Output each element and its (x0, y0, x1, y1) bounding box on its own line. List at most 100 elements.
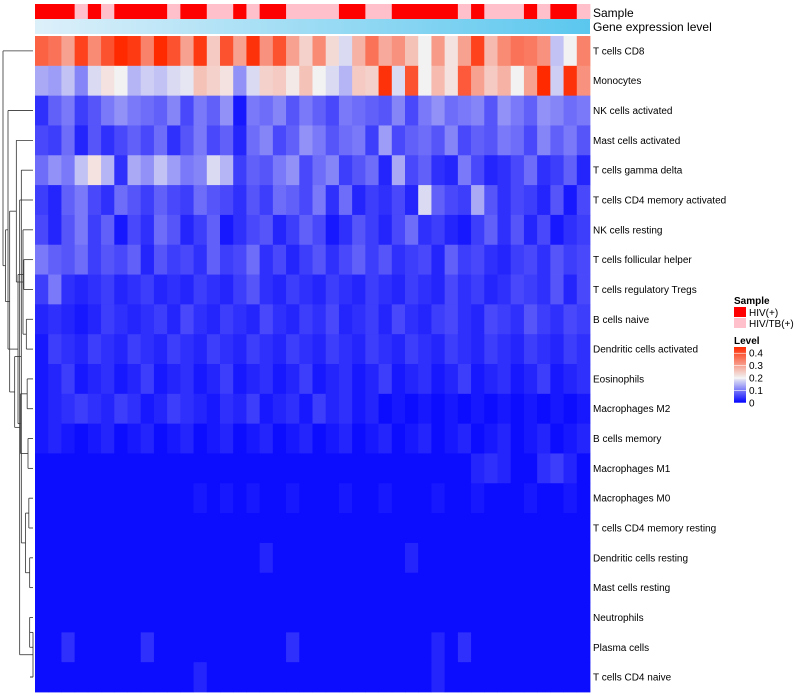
heatmap-cell (48, 334, 62, 365)
heatmap-cell (471, 185, 485, 216)
heatmap-cell (259, 244, 274, 275)
heatmap-cell (378, 364, 393, 395)
heatmap-cell (167, 423, 181, 454)
heatmap-cell (114, 423, 128, 454)
heatmap-cell (180, 304, 194, 335)
heatmap-cell (391, 513, 406, 544)
heatmap-cell (325, 483, 340, 514)
heatmap-cell (444, 662, 459, 693)
heatmap-cell (484, 185, 498, 216)
heatmap-cell (153, 334, 168, 365)
heatmap-cell (444, 244, 459, 275)
heatmap-cell (299, 125, 313, 156)
heatmap-cell (180, 602, 194, 633)
heatmap-cell (365, 423, 379, 454)
heatmap-cell (114, 65, 128, 97)
heatmap-cell (523, 274, 538, 305)
heatmap-cell (272, 125, 287, 156)
legend-label-hiv-tb: HIV/TB(+) (749, 319, 794, 330)
heatmap-cell (444, 602, 459, 633)
heatmap-cell (180, 125, 194, 156)
heatmap-cell (101, 662, 115, 693)
heatmap-cell (193, 513, 208, 544)
heatmap-cell (272, 542, 287, 574)
heatmap-cell (537, 95, 551, 126)
heatmap-cell (471, 36, 485, 67)
heatmap-cell (101, 632, 115, 663)
heatmap-cell (484, 244, 498, 275)
heatmap-cell (563, 542, 578, 574)
heatmap-cell (457, 95, 472, 126)
heatmap-cell (114, 214, 128, 246)
heatmap-cell (180, 572, 194, 603)
heatmap-cell (431, 662, 446, 693)
heatmap-cell (114, 274, 128, 305)
heatmap-cell (153, 244, 168, 275)
heatmap-cell (405, 244, 419, 275)
heatmap-cell (352, 483, 366, 514)
heatmap-cell (365, 662, 379, 693)
heatmap-cell (220, 393, 234, 425)
heatmap-cell (431, 244, 446, 275)
heatmap-cell (338, 65, 353, 97)
heatmap-cell (48, 542, 62, 574)
heatmap-cell (153, 393, 168, 425)
heatmap-cell (537, 572, 551, 603)
heatmap-cell (206, 542, 221, 574)
heatmap-cell (140, 65, 155, 97)
heatmap-cell (550, 662, 564, 693)
heatmap-cell (193, 36, 208, 67)
heatmap-cell (312, 334, 327, 365)
heatmap-cell (74, 304, 89, 335)
heatmap-cell (550, 602, 564, 633)
heatmap-cell (418, 453, 432, 484)
heatmap-cell (74, 214, 89, 246)
heatmap-cell (48, 244, 62, 275)
heatmap-cell (299, 393, 313, 425)
heatmap-cell (206, 304, 221, 335)
heatmap-cell (114, 662, 128, 693)
heatmap-cell (405, 662, 419, 693)
sample-annotation-cell (523, 4, 538, 19)
heatmap-cell (576, 304, 591, 335)
heatmap-cell (74, 125, 89, 156)
heatmap-cell (457, 364, 472, 395)
heatmap-cell (127, 423, 142, 454)
heatmap-cell (550, 423, 564, 454)
heatmap-cell (74, 423, 89, 454)
heatmap-cell (471, 125, 485, 156)
heatmap-cell (246, 364, 261, 395)
heatmap-cell (206, 185, 221, 216)
heatmap-cell (365, 572, 379, 603)
heatmap-cell (378, 632, 393, 663)
heatmap-cell (259, 364, 274, 395)
heatmap-cell (61, 125, 76, 156)
heatmap-cell (457, 662, 472, 693)
heatmap-cell (35, 542, 49, 574)
heatmap-cell (550, 453, 564, 484)
heatmap-cell (431, 334, 446, 365)
heatmap-cell (246, 185, 261, 216)
heatmap-cell (510, 542, 525, 574)
heatmap-cell (140, 304, 155, 335)
row-label: T cells CD4 memory activated (593, 196, 726, 207)
sample-annotation-cell (286, 4, 300, 19)
heatmap-cell (246, 214, 261, 246)
heatmap-cell (405, 274, 419, 305)
heatmap-cell (299, 483, 313, 514)
legend-swatch-hiv-tb (734, 318, 746, 328)
heatmap-cell (180, 483, 194, 514)
heatmap-cell (484, 393, 498, 425)
heatmap-cell (418, 602, 432, 633)
heatmap-cell (431, 483, 446, 514)
heatmap-cell (471, 244, 485, 275)
heatmap-cell (378, 513, 393, 544)
heatmap-cell (497, 244, 512, 275)
heatmap-cell (259, 155, 274, 186)
heatmap-cell (325, 125, 340, 156)
legend-sample-title: Sample (734, 296, 770, 307)
heatmap-cell (497, 572, 512, 603)
sample-annotation-cell (246, 4, 261, 19)
row-label: NK cells resting (593, 225, 662, 236)
heatmap-cell (61, 334, 76, 365)
